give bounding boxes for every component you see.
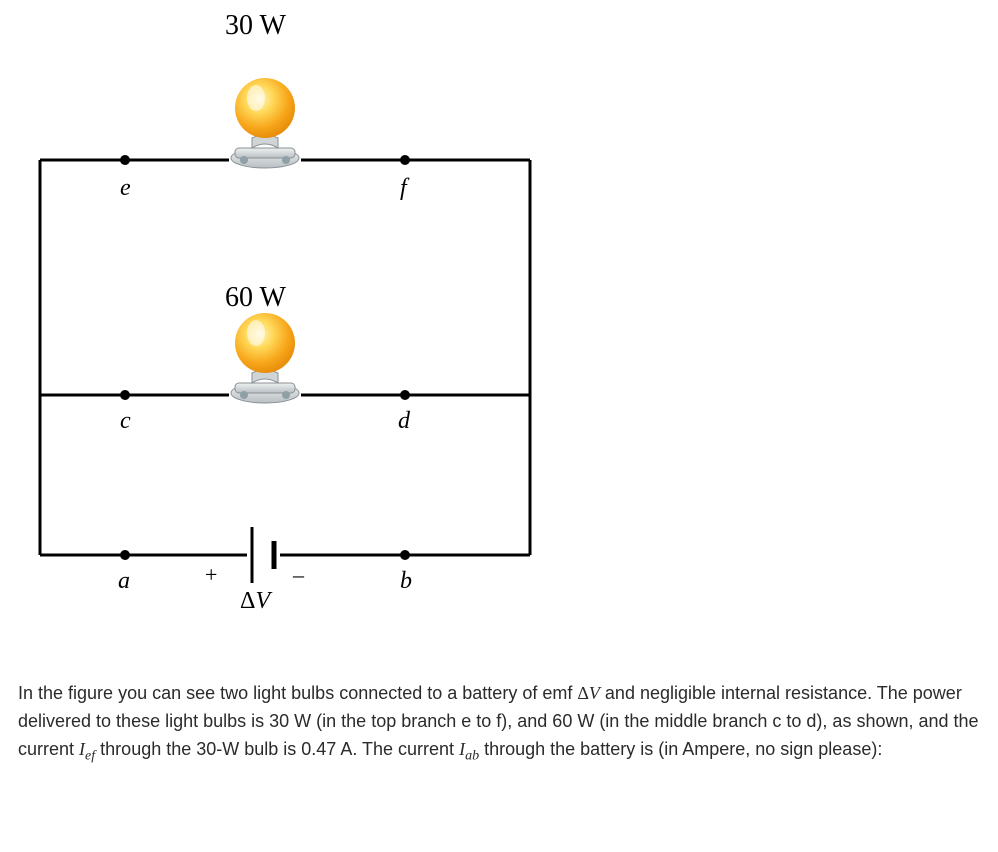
q-part-1: In the figure you can see two light bulb…: [18, 683, 577, 703]
q-part-3: through the 30-W bulb is 0.47 A. The cur…: [95, 739, 459, 759]
node-label-f: f: [400, 175, 407, 202]
question-text: In the figure you can see two light bulb…: [18, 680, 988, 767]
power-label-30w: 30 W: [225, 10, 286, 42]
circuit-svg: [30, 0, 550, 640]
battery-minus: –: [293, 562, 304, 588]
battery-dv-label: ΔV: [240, 588, 270, 615]
power-label-60w: 60 W: [225, 282, 286, 314]
q-Ief: Ief: [79, 739, 95, 759]
node-label-b: b: [400, 568, 412, 595]
node-label-e: e: [120, 175, 131, 202]
node-label-c: c: [120, 408, 131, 435]
bulb-60w: [231, 313, 299, 403]
bulb-30w: [231, 78, 299, 168]
q-emf-symbol: ΔV: [577, 683, 600, 703]
node-label-d: d: [398, 408, 410, 435]
node-label-a: a: [118, 568, 130, 595]
q-Iab: Iab: [459, 739, 479, 759]
q-part-4: through the battery is (in Ampere, no si…: [479, 739, 882, 759]
battery-plus: +: [205, 562, 217, 588]
circuit-diagram: 30 W 60 W e f c d a b + – ΔV: [30, 0, 550, 640]
